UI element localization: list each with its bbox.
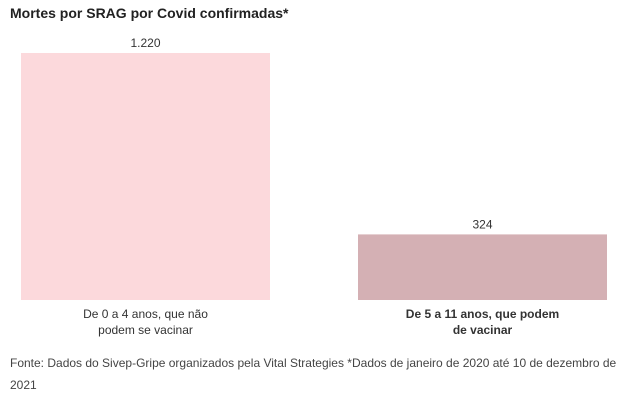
value-label: 1.220 bbox=[130, 36, 160, 50]
category-label: de vacinar bbox=[453, 323, 513, 337]
category-label: podem se vacinar bbox=[98, 323, 193, 337]
bar bbox=[358, 234, 607, 300]
category-label: De 0 a 4 anos, que não bbox=[83, 307, 208, 321]
bar bbox=[21, 53, 270, 300]
category-label: De 5 a 11 anos, que podem bbox=[406, 307, 559, 321]
value-label: 324 bbox=[472, 217, 492, 231]
source-note: Fonte: Dados do Sivep-Gripe organizados … bbox=[10, 356, 617, 392]
chart-title: Mortes por SRAG por Covid confirmadas* bbox=[10, 5, 289, 21]
